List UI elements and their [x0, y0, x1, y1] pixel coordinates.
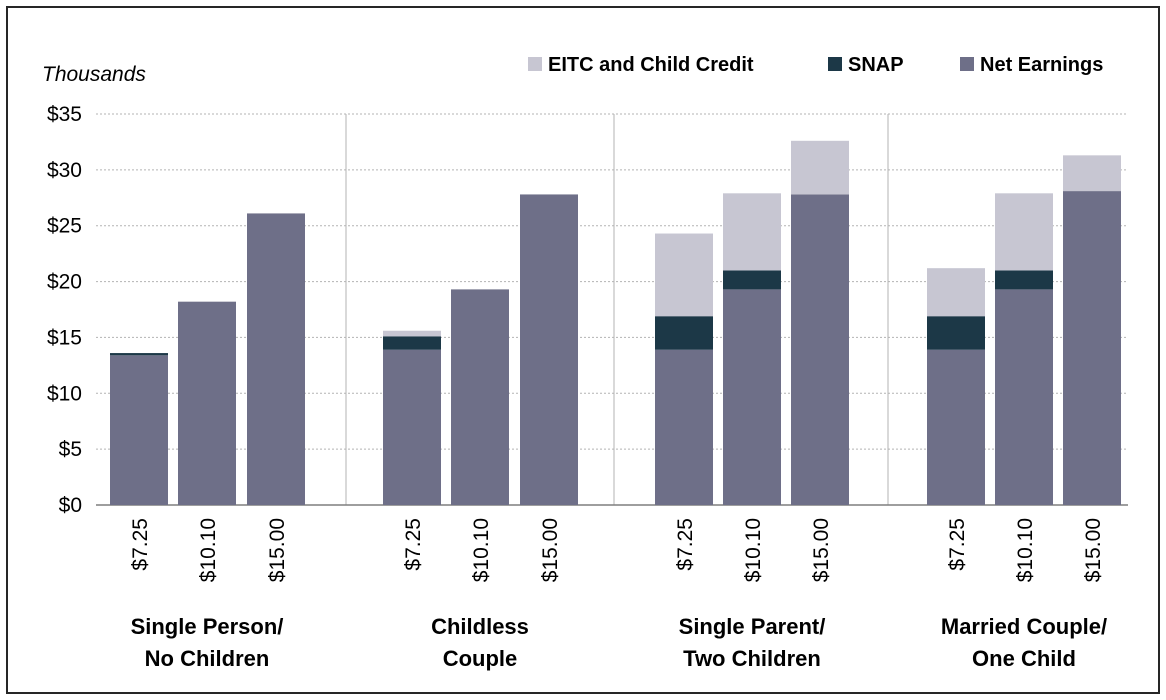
bar-segment-net-earnings [178, 301, 236, 505]
bar-segment-eitc-and-child-credit [1063, 155, 1121, 192]
bar-segment-snap [927, 316, 985, 350]
bar-segment-net-earnings [791, 194, 849, 506]
legend-label-eitc-and-child-credit: EITC and Child Credit [548, 54, 754, 76]
x-tick-label: $7.25 [946, 518, 969, 571]
bar-segment-net-earnings [247, 213, 305, 505]
x-tick-label: $7.25 [129, 518, 152, 571]
group-label: Married Couple/ [941, 614, 1107, 639]
x-tick-label: $15.00 [539, 518, 562, 582]
bar-segment-eitc-and-child-credit [927, 268, 985, 317]
x-tick-label: $15.00 [1082, 518, 1105, 582]
group-label: Two Children [683, 646, 821, 671]
legend-swatch-net-earnings [960, 57, 974, 71]
bar-segment-net-earnings [723, 289, 781, 505]
bar-segment-net-earnings [655, 349, 713, 505]
legend-label-snap: SNAP [848, 54, 904, 76]
bar-segment-snap [995, 270, 1053, 290]
bar-segment-net-earnings [520, 194, 578, 506]
x-tick-label: $10.10 [197, 518, 220, 582]
y-tick-label: $10 [47, 382, 82, 405]
bar-segment-net-earnings [110, 355, 168, 505]
group-label: No Children [145, 646, 270, 671]
x-tick-label: $10.10 [742, 518, 765, 582]
group-label: Single Person/ [131, 614, 284, 639]
bar-segment-snap [655, 316, 713, 350]
group-label: Single Parent/ [679, 614, 826, 639]
bar-segment-eitc-and-child-credit [791, 140, 849, 195]
legend-swatch-eitc-and-child-credit [528, 57, 542, 71]
x-tick-label: $7.25 [674, 518, 697, 571]
legend-label-net-earnings: Net Earnings [980, 54, 1103, 76]
legend-swatch-snap [828, 57, 842, 71]
y-tick-label: $30 [47, 159, 82, 182]
y-tick-label: $20 [47, 271, 82, 294]
bar-segment-net-earnings [451, 289, 509, 505]
bar-segment-snap [110, 353, 168, 356]
units-label: Thousands [42, 63, 146, 86]
bar-segment-net-earnings [995, 289, 1053, 505]
bar-segment-snap [383, 336, 441, 350]
bar-segment-eitc-and-child-credit [723, 193, 781, 271]
y-tick-label: $5 [59, 438, 82, 461]
x-tick-label: $15.00 [810, 518, 833, 582]
group-label: One Child [972, 646, 1076, 671]
bar-segment-net-earnings [927, 349, 985, 505]
y-tick-label: $35 [47, 103, 82, 126]
x-tick-label: $10.10 [1014, 518, 1037, 582]
bar-segment-net-earnings [383, 349, 441, 505]
bar-segment-eitc-and-child-credit [655, 233, 713, 317]
group-label: Couple [443, 646, 518, 671]
bar-segment-eitc-and-child-credit [383, 330, 441, 337]
bar-segment-eitc-and-child-credit [995, 193, 1053, 271]
y-tick-label: $25 [47, 215, 82, 238]
x-tick-label: $7.25 [402, 518, 425, 571]
bar-segment-snap [723, 270, 781, 290]
group-label: Childless [431, 614, 529, 639]
x-tick-label: $10.10 [470, 518, 493, 582]
y-tick-label: $15 [47, 326, 82, 349]
x-tick-label: $15.00 [266, 518, 289, 582]
y-tick-label: $0 [59, 494, 82, 517]
bar-segment-net-earnings [1063, 191, 1121, 505]
